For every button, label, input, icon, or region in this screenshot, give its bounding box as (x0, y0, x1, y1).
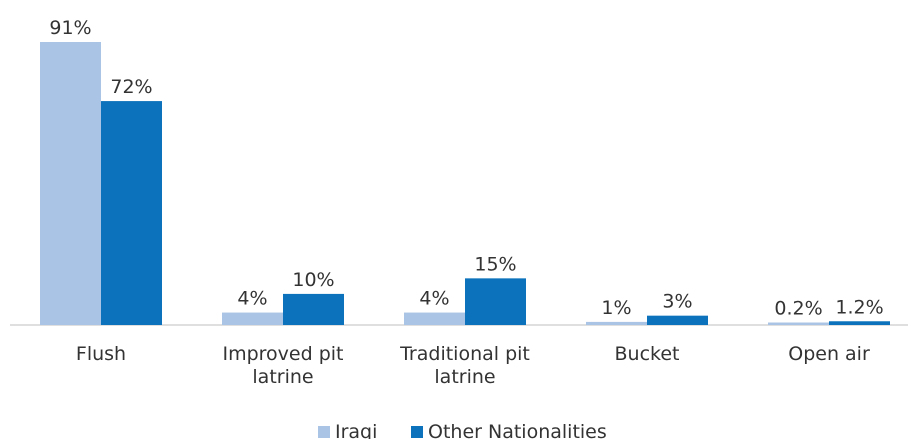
value-label-iraqi-4: 0.2% (774, 298, 822, 320)
bar-other-nationalities-0 (101, 101, 162, 325)
category-label-0: Flush (76, 343, 126, 365)
legend-swatch-other-nationalities (411, 426, 423, 438)
bar-iraqi-1 (222, 312, 283, 325)
category-label-2-line-0: Traditional pit (399, 343, 530, 365)
bar-other-nationalities-4 (829, 321, 890, 325)
legend: Iraqi Other Nationalities (318, 421, 607, 439)
value-label-other-nationalities-4: 1.2% (835, 296, 883, 318)
value-label-iraqi-3: 1% (601, 297, 631, 319)
value-label-iraqi-1: 4% (237, 288, 267, 310)
category-label-2-line-1: latrine (434, 366, 495, 388)
value-label-other-nationalities-1: 10% (292, 269, 334, 291)
value-label-iraqi-2: 4% (419, 288, 449, 310)
bar-iraqi-4 (768, 322, 829, 325)
category-label-4: Open air (788, 343, 870, 365)
value-label-iraqi-0: 91% (49, 17, 91, 39)
category-label-3: Bucket (615, 343, 680, 365)
bars-group (40, 42, 890, 325)
bar-other-nationalities-3 (647, 315, 708, 325)
value-label-other-nationalities-2: 15% (474, 253, 516, 275)
legend-label-iraqi: Iraqi (335, 421, 377, 439)
value-labels-group: 91% 72% 4% 10% 4% 15% 1% 3% 0.2% 1.2% (49, 17, 883, 320)
bar-iraqi-2 (404, 312, 465, 325)
value-label-other-nationalities-3: 3% (662, 291, 692, 313)
legend-label-other-nationalities: Other Nationalities (428, 421, 607, 439)
bar-other-nationalities-1 (283, 293, 344, 325)
bar-iraqi-0 (40, 42, 101, 325)
bar-iraqi-3 (586, 321, 647, 325)
value-label-other-nationalities-0: 72% (110, 76, 152, 98)
legend-swatch-iraqi (318, 426, 330, 438)
bar-other-nationalities-2 (465, 278, 526, 325)
category-label-1-line-1: latrine (252, 366, 313, 388)
category-label-1-line-0: Improved pit (222, 343, 343, 365)
